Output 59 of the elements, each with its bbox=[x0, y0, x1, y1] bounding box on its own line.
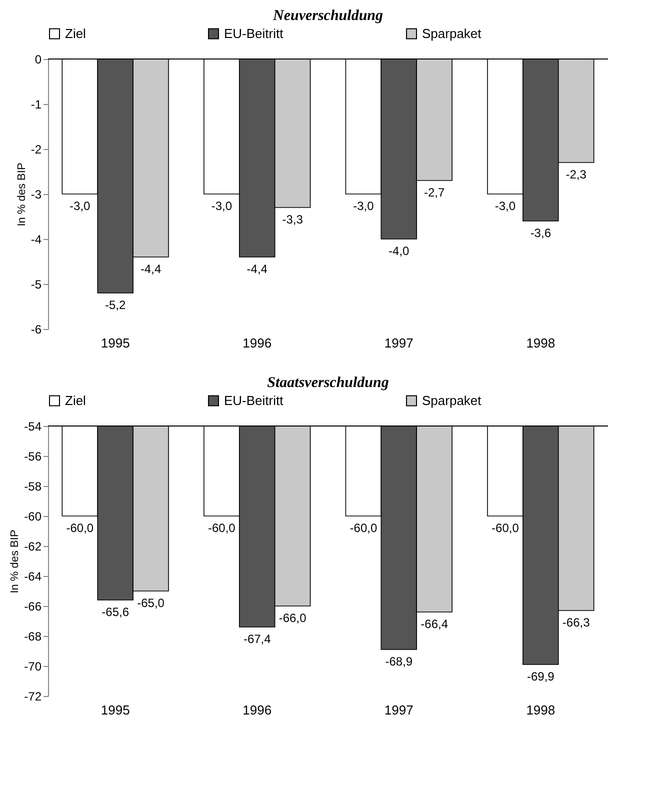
data-label: -2,3 bbox=[566, 168, 587, 182]
data-label: -60,0 bbox=[66, 521, 94, 535]
x-tick-label: 1996 bbox=[242, 702, 272, 718]
data-label: -4,4 bbox=[140, 262, 162, 276]
legend-label: Ziel bbox=[65, 392, 86, 408]
y-tick-label: -2 bbox=[30, 142, 42, 156]
data-label: -2,7 bbox=[424, 186, 445, 200]
chart-title: Staatsverschuldung bbox=[267, 375, 390, 391]
data-label: -60,0 bbox=[492, 521, 520, 535]
data-label: -3,6 bbox=[530, 226, 552, 240]
y-tick-label: 0 bbox=[34, 52, 42, 66]
data-label: -3,0 bbox=[494, 199, 516, 213]
data-label: -3,0 bbox=[211, 199, 232, 213]
x-tick-label: 1995 bbox=[100, 702, 130, 718]
legend-label: EU-Beitritt bbox=[224, 26, 284, 41]
data-label: -60,0 bbox=[208, 521, 236, 535]
data-label: -3,0 bbox=[70, 199, 91, 213]
y-tick-label: -64 bbox=[24, 570, 42, 584]
data-label: -5,2 bbox=[105, 298, 126, 312]
data-label: -65,6 bbox=[102, 605, 130, 619]
data-label: -65,0 bbox=[137, 596, 165, 610]
y-tick-label: -4 bbox=[30, 232, 42, 246]
y-tick-label: -56 bbox=[24, 450, 42, 464]
y-tick-label: -60 bbox=[24, 510, 42, 524]
y-tick-label: -6 bbox=[30, 322, 42, 336]
y-tick-label: -58 bbox=[24, 480, 42, 494]
x-tick-label: 1997 bbox=[384, 702, 414, 718]
data-label: -66,0 bbox=[278, 611, 307, 625]
data-label: -3,3 bbox=[282, 212, 304, 226]
legend-label: Sparpaket bbox=[422, 26, 482, 41]
data-label: -66,4 bbox=[420, 617, 448, 631]
y-axis-title: In % des BIP bbox=[16, 162, 28, 226]
y-tick-label: -62 bbox=[24, 540, 42, 554]
y-tick-label: -72 bbox=[24, 690, 42, 704]
legend-label: Sparpaket bbox=[422, 392, 482, 408]
data-label: -4,0 bbox=[388, 244, 410, 258]
x-tick-label: 1997 bbox=[384, 336, 414, 350]
chart-title: Neuverschuldung bbox=[272, 8, 384, 24]
x-tick-label: 1998 bbox=[526, 702, 556, 718]
data-label: -66,3 bbox=[562, 616, 590, 630]
y-tick-label: -5 bbox=[30, 278, 42, 292]
y-tick-label: -70 bbox=[24, 660, 42, 674]
x-tick-label: 1996 bbox=[242, 336, 272, 350]
data-label: -60,0 bbox=[350, 521, 378, 535]
y-tick-label: -66 bbox=[24, 600, 42, 614]
y-tick-label: -1 bbox=[30, 98, 42, 112]
legend-label: Ziel bbox=[65, 26, 86, 41]
x-tick-label: 1995 bbox=[100, 336, 130, 350]
data-label: -3,0 bbox=[353, 199, 374, 213]
legend-label: EU-Beitritt bbox=[224, 392, 284, 408]
x-tick-label: 1998 bbox=[526, 336, 556, 350]
y-axis-title: In % des BIP bbox=[9, 530, 22, 594]
data-label: -4,4 bbox=[246, 262, 268, 276]
data-label: -68,9 bbox=[385, 654, 413, 668]
y-tick-label: -68 bbox=[24, 630, 42, 644]
data-label: -69,9 bbox=[526, 670, 555, 684]
y-tick-label: -3 bbox=[30, 188, 42, 202]
data-label: -67,4 bbox=[243, 632, 272, 646]
y-tick-label: -54 bbox=[24, 420, 42, 434]
